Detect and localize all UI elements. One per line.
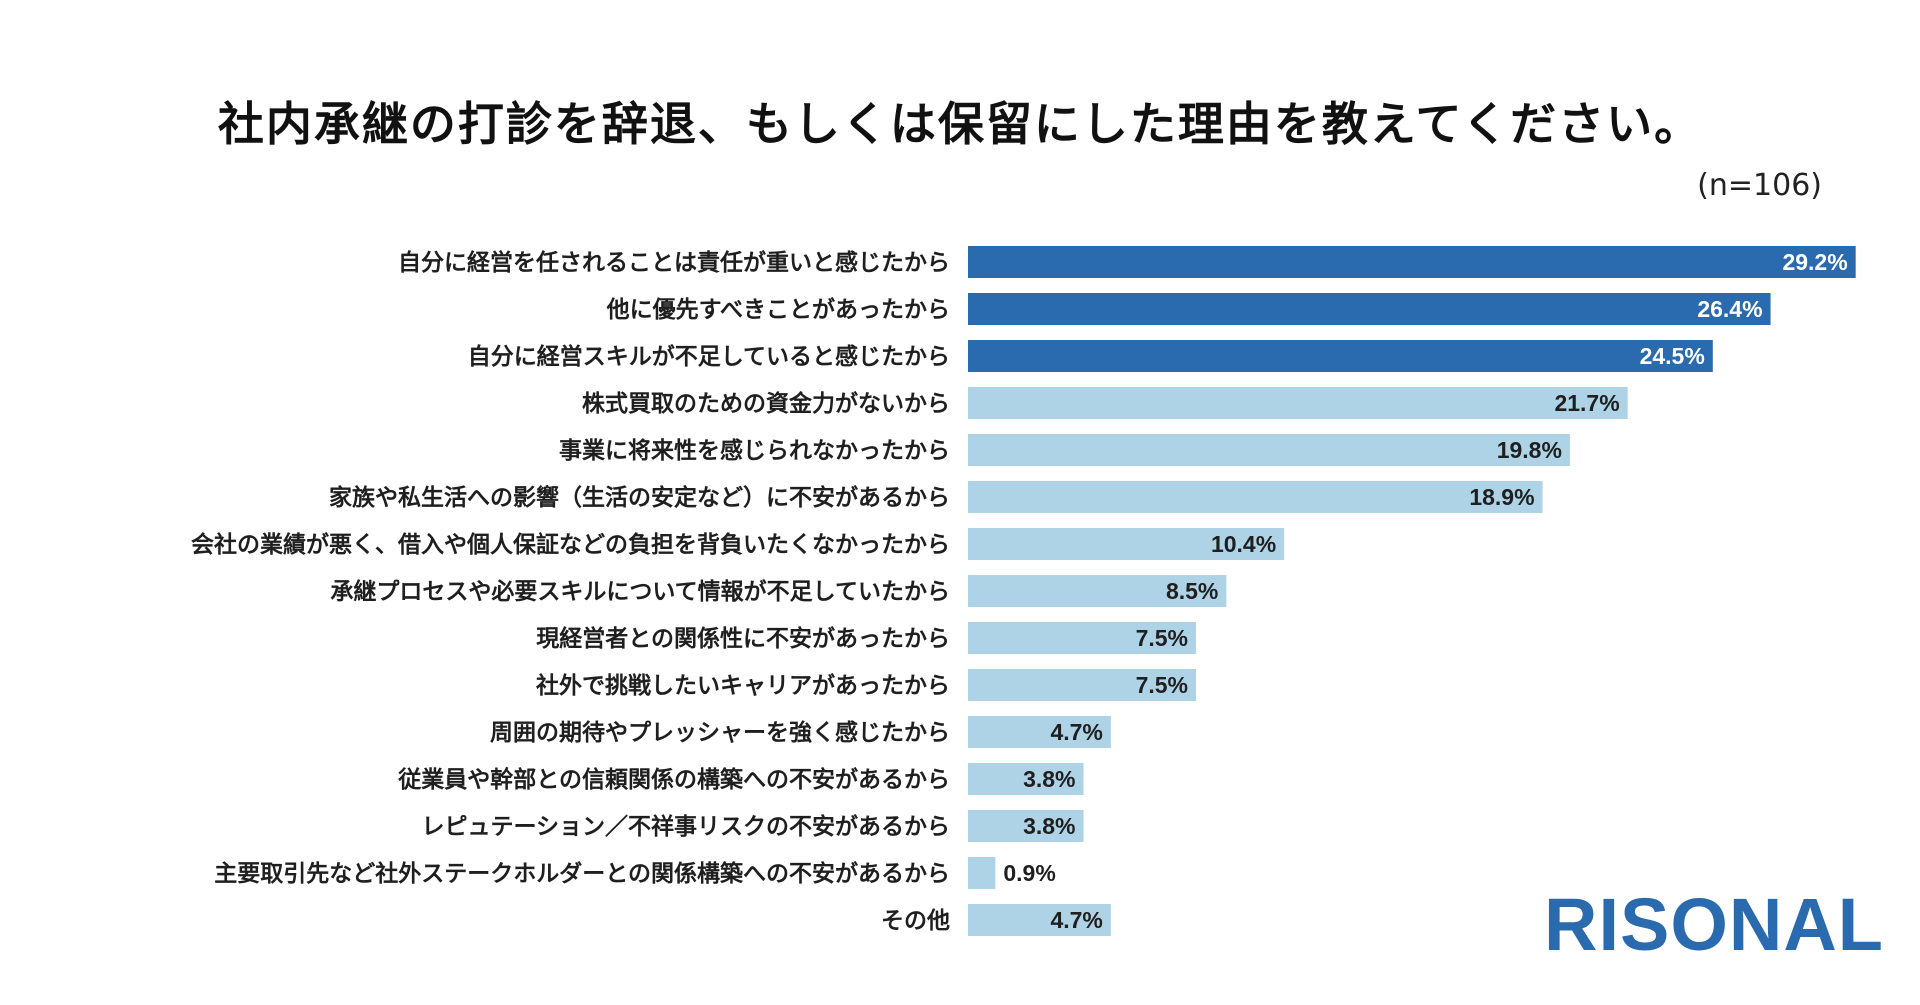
value-label: 18.9% <box>1469 484 1534 510</box>
value-label: 7.5% <box>1136 672 1188 698</box>
category-label: レピュテーション／不祥事リスクの不安があるから <box>421 813 950 840</box>
value-label: 7.5% <box>1136 625 1188 651</box>
value-label: 21.7% <box>1554 390 1619 416</box>
value-label: 3.8% <box>1023 813 1075 839</box>
category-label: 他に優先すべきことがあったから <box>606 296 950 323</box>
bar <box>968 575 1227 607</box>
category-label: 現経営者との関係性に不安があったから <box>536 625 950 652</box>
value-label: 10.4% <box>1211 531 1276 557</box>
bar <box>968 387 1628 419</box>
value-label: 3.8% <box>1023 766 1075 792</box>
brand-logo: RISONAL <box>1544 883 1884 966</box>
category-label: 会社の業績が悪く、借入や個人保証などの負担を背負いたくなかったから <box>191 531 950 558</box>
value-label: 0.9% <box>1003 860 1055 886</box>
bar <box>968 669 1196 701</box>
bar <box>968 528 1285 560</box>
bar <box>968 763 1084 795</box>
category-label: 主要取引先など社外ステークホルダーとの関係構築への不安があるから <box>214 860 950 887</box>
value-label: 29.2% <box>1782 249 1847 275</box>
sample-size-label: (n=106) <box>1697 168 1822 203</box>
bar <box>968 340 1713 372</box>
category-label: 社外で挑戦したいキャリアがあったから <box>536 672 950 699</box>
bar <box>968 904 1111 936</box>
category-label: 承継プロセスや必要スキルについて情報が不足していたから <box>330 578 950 605</box>
category-label: 自分に経営スキルが不足していると感じたから <box>468 343 950 370</box>
category-label: 周囲の期待やプレッシャーを強く感じたから <box>490 719 950 746</box>
value-label: 26.4% <box>1697 296 1762 322</box>
bar <box>968 810 1084 842</box>
category-label: 従業員や幹部との信頼関係の構築への不安があるから <box>397 766 950 793</box>
category-label: 株式買取のための資金力がないから <box>582 390 950 417</box>
value-label: 24.5% <box>1640 343 1705 369</box>
bar <box>968 716 1111 748</box>
bar <box>968 246 1856 278</box>
category-label: その他 <box>881 908 950 934</box>
category-label: 家族や私生活への影響（生活の安定など）に不安があるから <box>329 484 950 511</box>
bar <box>968 622 1196 654</box>
category-label: 自分に経営を任されることは責任が重いと感じたから <box>398 249 950 276</box>
bar <box>968 434 1570 466</box>
bar <box>968 293 1771 325</box>
bar <box>968 857 996 889</box>
value-label: 8.5% <box>1166 578 1218 604</box>
chart-title: 社内承継の打診を辞退、もしくは保留にした理由を教えてください。 <box>217 97 1703 151</box>
category-label: 事業に将来性を感じられなかったから <box>559 437 950 464</box>
value-label: 19.8% <box>1497 437 1562 463</box>
value-label: 4.7% <box>1050 719 1102 745</box>
bar <box>968 481 1543 513</box>
value-label: 4.7% <box>1050 907 1102 933</box>
